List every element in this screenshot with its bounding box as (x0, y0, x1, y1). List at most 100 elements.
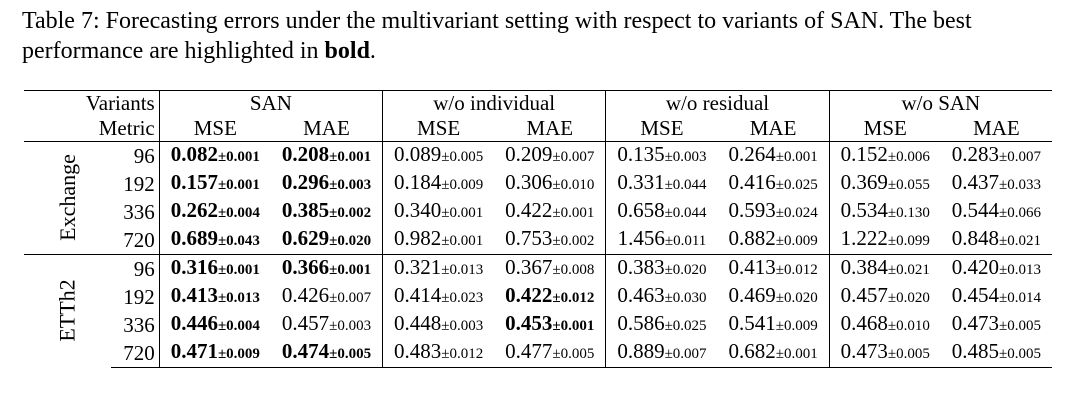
metric-value-cell: 0.384±0.021 (829, 254, 941, 283)
metric-value: 0.474 (281, 339, 330, 363)
metric-std: ±0.025 (775, 177, 818, 193)
table-row: 336 0.262±0.004 0.385±0.002 0.340±0.001 0.42… (24, 198, 1052, 226)
metric-value: 0.152 (840, 142, 888, 166)
metric-std: ±0.025 (664, 318, 707, 334)
metric-std: ±0.033 (999, 177, 1042, 193)
metric-std: ±0.013 (217, 290, 260, 306)
metric-std: ±0.003 (329, 318, 372, 334)
metric-value: 0.414 (394, 283, 442, 307)
metric-std: ±0.012 (552, 290, 595, 306)
metric-std: ±0.007 (552, 149, 595, 165)
metric-std: ±0.009 (775, 318, 818, 334)
metric-value: 0.316 (170, 255, 218, 279)
horizon-cell: 96 (110, 141, 160, 170)
metric-std: ±0.007 (999, 149, 1042, 165)
metric-value: 0.331 (617, 170, 665, 194)
metric-value-cell: 0.420±0.013 (940, 254, 1052, 283)
metric-value-cell: 0.184±0.009 (383, 170, 495, 198)
metric-std: ±0.020 (775, 290, 818, 306)
metric-value-cell: 0.152±0.006 (829, 141, 941, 170)
metric-value: 0.369 (840, 170, 888, 194)
horizon-cell: 720 (110, 339, 160, 368)
metric-value-cell: 0.457±0.020 (829, 283, 941, 311)
metric-value-cell: 0.413±0.012 (717, 254, 830, 283)
metric-std: ±0.002 (329, 205, 372, 221)
metric-std: ±0.010 (552, 177, 595, 193)
metric-value-cell: 0.889±0.007 (605, 339, 718, 368)
results-table: Variants SAN w/o individual w/o residual… (24, 90, 1052, 368)
metric-value: 0.658 (617, 198, 665, 222)
horizon-cell: 336 (110, 311, 160, 339)
metric-value-cell: 0.689±0.043 (159, 226, 271, 255)
metric-std: ±0.024 (775, 205, 818, 221)
metric-value-cell: 0.422±0.012 (494, 283, 607, 311)
metric-value: 0.469 (728, 283, 776, 307)
metric-value-cell: 0.682±0.001 (717, 339, 830, 368)
table-caption: Table 7: Forecasting errors under the mu… (22, 6, 1062, 66)
metric-value: 0.457 (840, 283, 888, 307)
metric-std: ±0.130 (887, 205, 930, 221)
horizon-cell: 192 (110, 283, 160, 311)
metric-value: 0.848 (951, 226, 1000, 250)
metric-std: ±0.055 (887, 177, 930, 193)
metric-value-cell: 0.982±0.001 (383, 226, 495, 255)
metric-std: ±0.011 (664, 233, 707, 249)
metric-value: 0.384 (840, 255, 888, 279)
metric-std: ±0.013 (999, 262, 1042, 278)
metric-value-cell: 0.473±0.005 (941, 311, 1052, 339)
variant-header-wo-residual: w/o residual (605, 90, 830, 116)
metric-value-cell: 0.457±0.003 (270, 311, 384, 339)
metric-value: 0.340 (394, 198, 442, 222)
metric-value-cell: 0.135±0.003 (605, 141, 718, 170)
metric-value-cell: 0.437±0.033 (941, 170, 1052, 198)
metric-std: ±0.009 (775, 233, 818, 249)
horizon-cell: 720 (110, 226, 160, 255)
horizon-cell: 336 (110, 198, 160, 226)
metric-value: 0.426 (281, 283, 330, 307)
metric-value-cell: 1.222±0.099 (829, 226, 941, 255)
metric-value-cell: 0.383±0.020 (605, 254, 718, 283)
metric-value-cell: 0.586±0.025 (606, 311, 718, 339)
metric-std: ±0.001 (775, 346, 818, 362)
metric-std: ±0.005 (552, 346, 595, 362)
metric-std: ±0.001 (217, 262, 260, 278)
metric-value: 0.383 (617, 255, 665, 279)
metric-value-cell: 0.262±0.004 (159, 198, 271, 226)
metric-value-cell: 0.473±0.005 (829, 339, 941, 368)
metric-value: 0.473 (951, 311, 1000, 335)
metric-value-cell: 0.882±0.009 (717, 226, 830, 255)
metric-mse: MSE (417, 116, 461, 140)
metric-std: ±0.001 (441, 233, 484, 249)
metric-value-cell: 0.658±0.044 (606, 198, 718, 226)
metric-value: 0.689 (170, 226, 218, 250)
metric-value-cell: 0.321±0.013 (382, 254, 495, 283)
metric-value: 1.222 (840, 226, 888, 250)
dataset-label-cell: ETTh2 (24, 254, 111, 368)
metric-value: 0.422 (505, 198, 553, 222)
metric-value-cell: 0.483±0.012 (382, 339, 495, 368)
caption-text: Table 7: Forecasting errors under the mu… (22, 8, 972, 64)
dataset-label-cell: Exchange (24, 141, 111, 255)
horizon-cell: 192 (110, 170, 160, 198)
metric-std: ±0.001 (329, 262, 372, 278)
metric-value-cell: 0.448±0.003 (383, 311, 495, 339)
metric-value-cell: 0.422±0.001 (494, 198, 607, 226)
metric-std: ±0.001 (217, 177, 260, 193)
metric-std: ±0.099 (887, 233, 930, 249)
metric-mae: MAE (717, 116, 830, 142)
metric-std: ±0.005 (999, 318, 1042, 334)
metric-mse: MSE (193, 116, 237, 140)
metric-mse: MSE (640, 116, 684, 140)
metric-value-cell: 0.414±0.023 (383, 283, 495, 311)
metric-value-cell: 0.413±0.013 (159, 283, 271, 311)
metric-std: ±0.020 (664, 262, 707, 278)
metric-std: ±0.013 (441, 262, 484, 278)
metric-value-cell: 0.446±0.004 (159, 311, 271, 339)
metric-value: 0.209 (505, 142, 553, 166)
metric-value-cell: 0.477±0.005 (494, 339, 607, 368)
metric-value: 0.629 (281, 226, 330, 250)
metric-value-cell: 0.485±0.005 (940, 339, 1052, 368)
metric-value: 0.283 (951, 142, 1000, 166)
metric-value-cell: 0.454±0.014 (941, 283, 1052, 311)
dataset-label: ETTh2 (54, 279, 80, 342)
